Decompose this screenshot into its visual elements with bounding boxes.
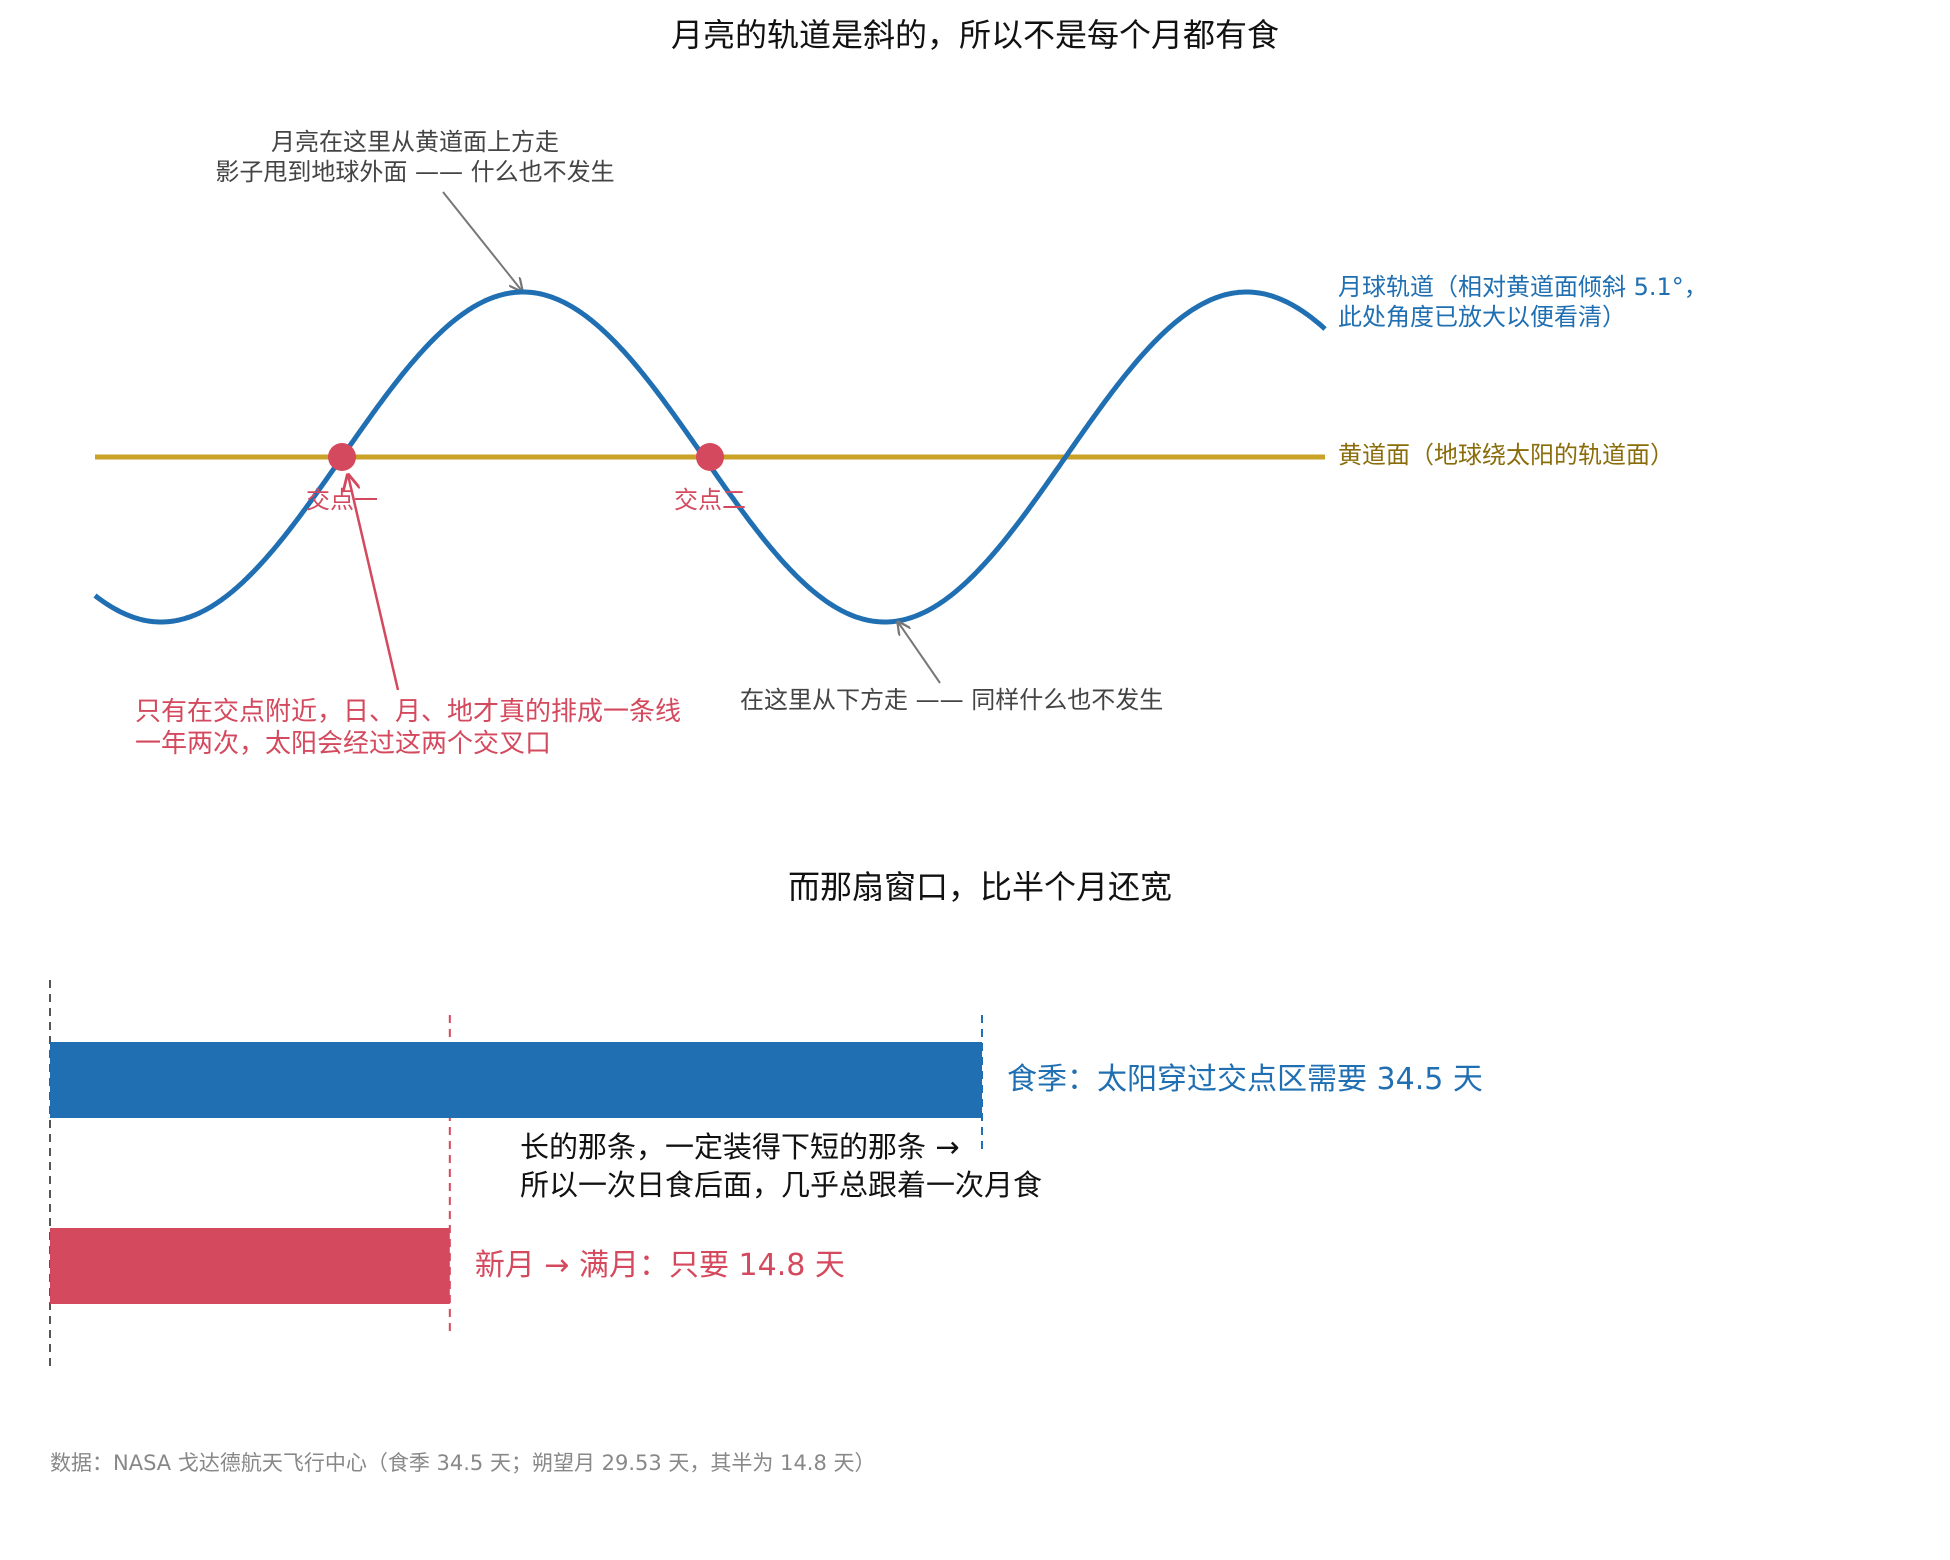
chart-title-orbit: 月亮的轨道是斜的，所以不是每个月都有食: [671, 16, 1279, 54]
orbit-label-line1: 月球轨道（相对黄道面倾斜 5.1°，: [1338, 273, 1708, 301]
annotation-top-arrow: [442, 191, 522, 291]
node-one-marker: [328, 443, 356, 471]
bar-half-month: [50, 1228, 450, 1304]
annotation-node-line1: 只有在交点附近，日、月、地才真的排成一条线: [135, 697, 681, 727]
node-one-label: 交点一: [306, 486, 378, 514]
footnote: 数据：NASA 戈达德航天飞行中心（食季 34.5 天；朔望月 29.53 天，…: [50, 1451, 876, 1475]
bar-eclipse-season-label: 食季：太阳穿过交点区需要 34.5 天: [1007, 1062, 1483, 1097]
annotation-top-line2: 影子甩到地球外面 —— 什么也不发生: [215, 158, 614, 186]
node-two-label: 交点二: [674, 486, 746, 514]
chart-title-window: 而那扇窗口，比半个月还宽: [788, 868, 1172, 906]
node-two-marker: [696, 443, 724, 471]
annotation-node-line2: 一年两次，太阳会经过这两个交叉口: [135, 729, 551, 759]
bar-half-month-label: 新月 → 满月：只要 14.8 天: [475, 1248, 845, 1283]
middle-note-line2: 所以一次日食后面，几乎总跟着一次月食: [520, 1168, 1042, 1202]
annotation-top-line1: 月亮在这里从黄道面上方走: [271, 128, 559, 156]
middle-note-line1: 长的那条，一定装得下短的那条 →: [520, 1130, 960, 1164]
ecliptic-label: 黄道面（地球绕太阳的轨道面）: [1338, 441, 1674, 469]
bar-eclipse-season: [50, 1042, 982, 1118]
orbit-label-line2: 此处角度已放大以便看清）: [1338, 303, 1626, 331]
annotation-bottom: 在这里从下方走 —— 同样什么也不发生: [740, 686, 1163, 714]
annotation-bottom-arrow: [898, 622, 941, 684]
annotation-node-arrow: [348, 475, 400, 691]
